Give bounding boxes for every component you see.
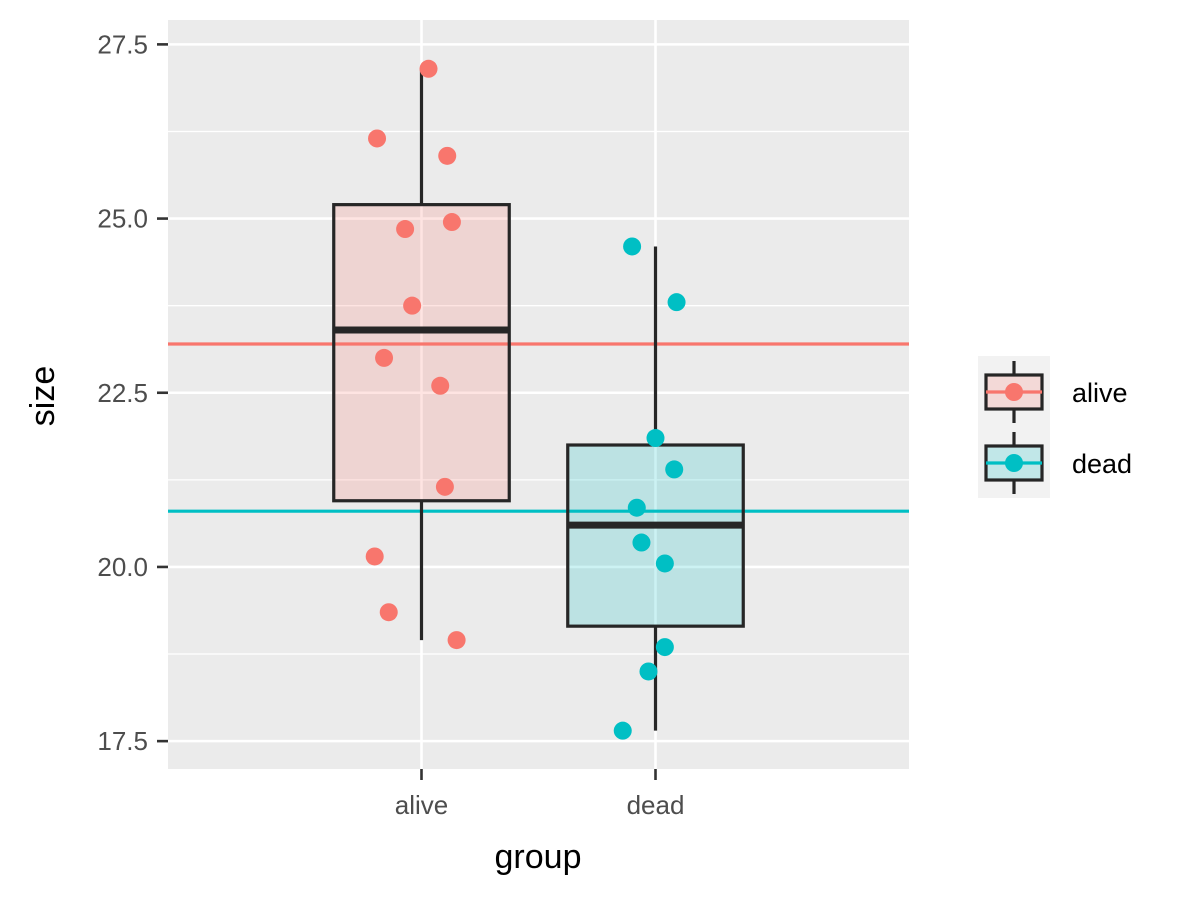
jitter-points <box>365 59 686 740</box>
data-point-dead <box>623 237 642 256</box>
legend-label-alive: alive <box>1072 378 1128 408</box>
major-gridlines <box>168 20 909 769</box>
y-axis-title: size <box>24 366 62 426</box>
legend-point <box>1005 383 1023 401</box>
legend-point <box>1005 454 1023 472</box>
data-point-dead <box>665 460 684 479</box>
data-point-alive <box>403 296 422 315</box>
data-point-alive <box>379 603 398 622</box>
y-tick-label: 27.5 <box>97 29 148 59</box>
data-point-alive <box>419 59 438 78</box>
legend-key-dead <box>984 432 1044 494</box>
boxes <box>332 68 745 731</box>
x-axis: alive dead <box>395 769 685 820</box>
data-point-dead <box>632 533 651 552</box>
data-point-alive <box>431 376 450 395</box>
plot-panel <box>168 20 909 769</box>
legend-key-alive <box>984 361 1044 423</box>
data-point-dead <box>639 662 658 681</box>
data-point-alive <box>442 213 461 232</box>
y-tick-label: 20.0 <box>97 552 148 582</box>
legend: alive dead <box>978 356 1132 498</box>
box-alive <box>332 203 511 503</box>
data-point-dead <box>627 498 646 517</box>
y-tick-label: 22.5 <box>97 378 148 408</box>
data-point-alive <box>365 547 384 566</box>
data-point-dead <box>655 554 674 573</box>
box-dead <box>566 443 745 628</box>
data-point-dead <box>667 293 686 312</box>
data-point-alive <box>396 220 415 239</box>
data-point-alive <box>447 631 466 650</box>
data-point-dead <box>613 721 632 740</box>
legend-label-dead: dead <box>1072 449 1132 479</box>
legend-background <box>978 356 1050 498</box>
mean-lines <box>168 342 909 513</box>
y-tick-label: 17.5 <box>97 726 148 756</box>
minor-gridlines <box>168 130 909 655</box>
x-tick-label: alive <box>395 790 448 820</box>
data-point-dead <box>655 638 674 657</box>
data-point-alive <box>375 348 394 367</box>
y-tick-label: 25.0 <box>97 204 148 234</box>
x-tick-label: dead <box>627 790 685 820</box>
y-axis: 17.5 20.0 22.5 25.0 27.5 <box>97 29 168 756</box>
data-point-dead <box>646 429 665 448</box>
data-point-alive <box>368 129 387 148</box>
x-axis-title: group <box>495 838 582 876</box>
data-point-alive <box>438 146 457 165</box>
data-point-alive <box>435 477 454 496</box>
